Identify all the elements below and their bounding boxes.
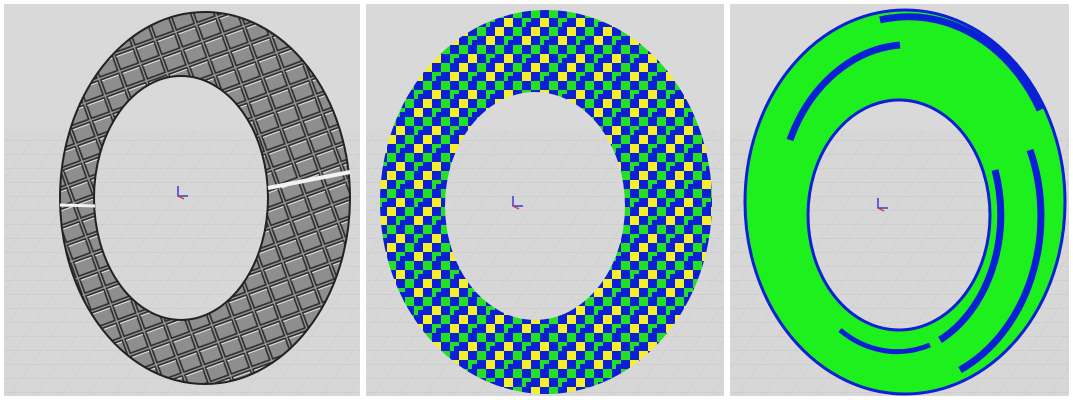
torus-green bbox=[743, 8, 1067, 396]
axis-gizmo bbox=[177, 186, 888, 212]
stripes bbox=[786, 13, 1045, 374]
torus-voxel bbox=[380, 10, 712, 394]
seam bbox=[267, 170, 351, 190]
torus-gray bbox=[58, 11, 352, 385]
seam bbox=[59, 203, 96, 208]
